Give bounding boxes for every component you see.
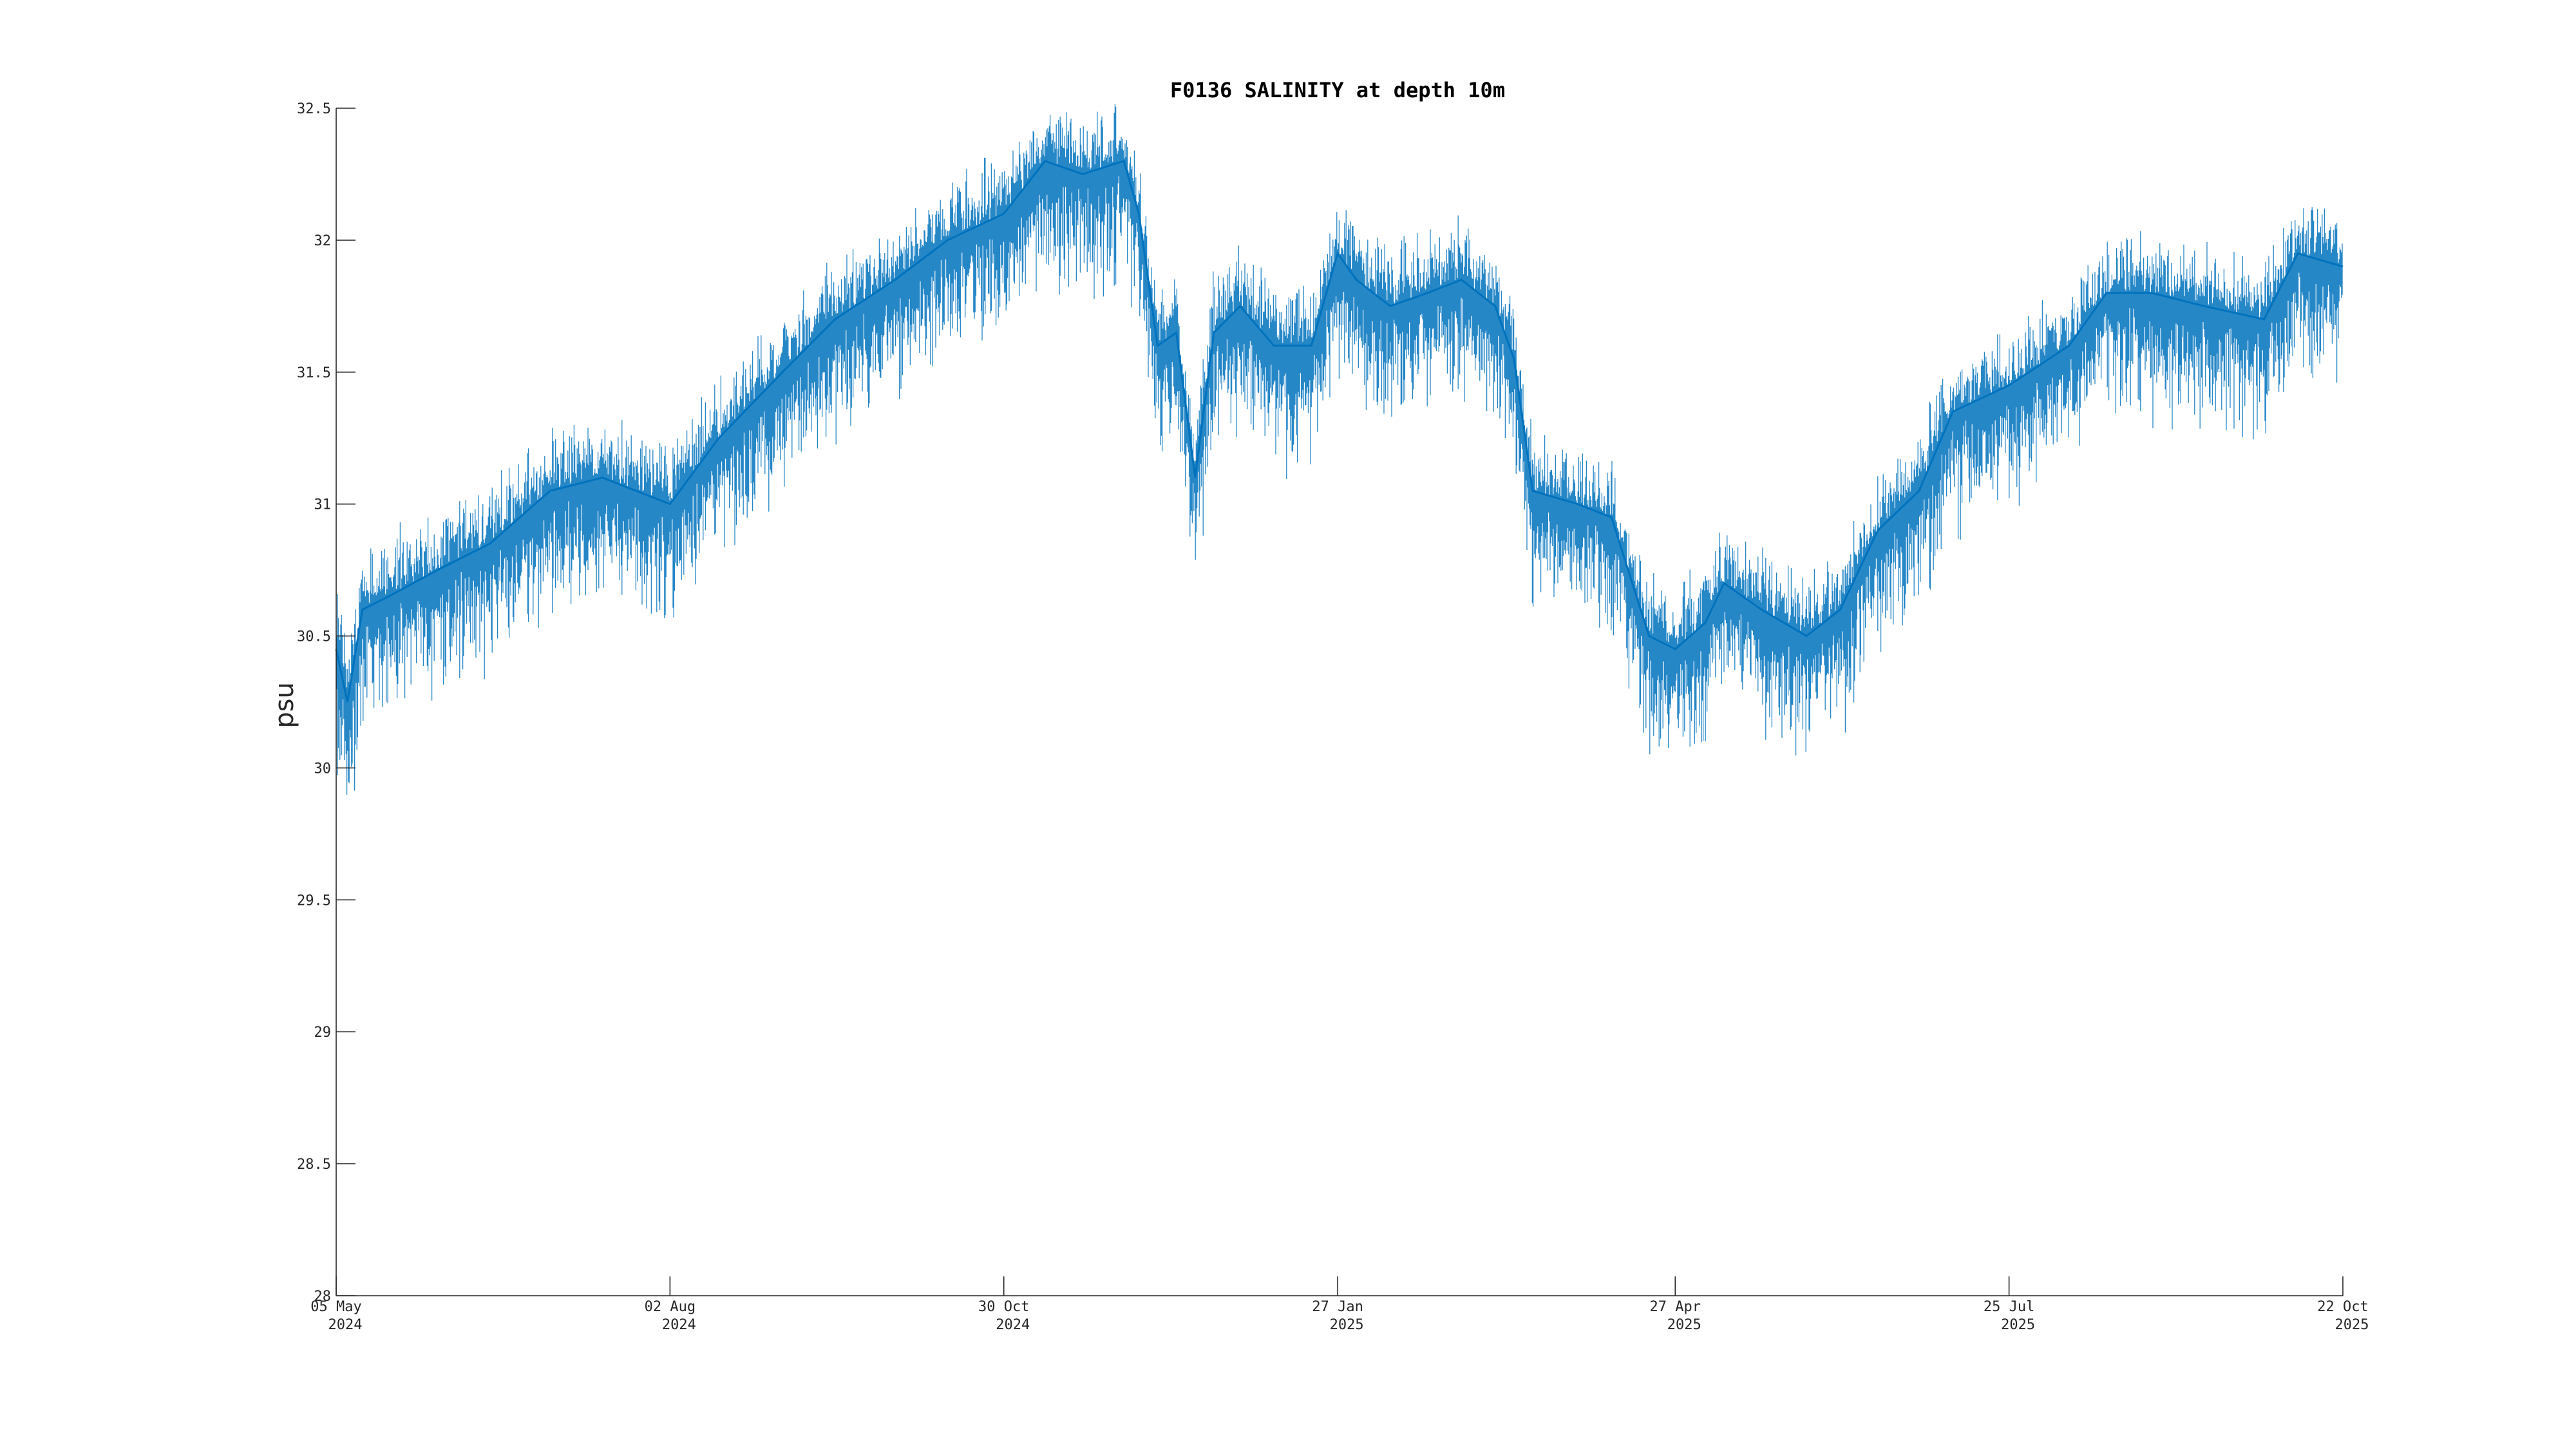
y-tick-label: 28.5 — [297, 1157, 331, 1173]
series-noise-band — [336, 104, 2343, 795]
x-tick-year-label: 2024 — [662, 1317, 696, 1333]
y-tick-label: 32 — [314, 233, 332, 249]
y-tick-label: 30.5 — [297, 629, 331, 645]
x-tick-year-label: 2025 — [2335, 1317, 2369, 1333]
chart-title: F0136 SALINITY at depth 10m — [1170, 78, 1505, 102]
x-tick-label: 22 Oct — [2317, 1299, 2368, 1315]
x-tick-label: 25 Jul — [1984, 1299, 2034, 1315]
x-tick-year-label: 2025 — [2001, 1317, 2035, 1333]
y-tick-label: 31.5 — [297, 365, 331, 381]
x-tick-year-label: 2025 — [1330, 1317, 1364, 1333]
x-tick-label: 27 Apr — [1650, 1299, 1701, 1315]
y-ticks-group: 28 28.5 29 29.5 30 30.5 31 31.5 32 32.5 — [297, 101, 355, 1305]
x-tick-year-label: 2024 — [328, 1317, 363, 1333]
y-axis-label: psu — [270, 682, 299, 728]
y-tick-label: 31 — [314, 497, 332, 513]
x-tick-label: 02 Aug — [645, 1299, 696, 1315]
x-tick-year-label: 2024 — [996, 1317, 1030, 1333]
y-tick-label: 30 — [314, 761, 332, 777]
y-tick-label: 29 — [314, 1025, 332, 1041]
x-ticks-group: 05 May 2024 02 Aug 2024 30 Oct 2024 27 Jan 2025… — [310, 1276, 2369, 1333]
y-tick-label: 28 — [314, 1289, 332, 1305]
x-tick-label: 05 May — [310, 1299, 361, 1315]
series-line-group — [335, 104, 2344, 795]
x-tick-label: 30 Oct — [978, 1299, 1029, 1315]
y-tick-label: 29.5 — [297, 893, 331, 909]
y-tick-label: 32.5 — [297, 101, 331, 117]
x-tick-label: 27 Jan — [1312, 1299, 1363, 1315]
x-tick-year-label: 2025 — [1667, 1317, 1701, 1333]
series-line — [335, 160, 2344, 703]
axes-group — [336, 108, 2343, 1296]
